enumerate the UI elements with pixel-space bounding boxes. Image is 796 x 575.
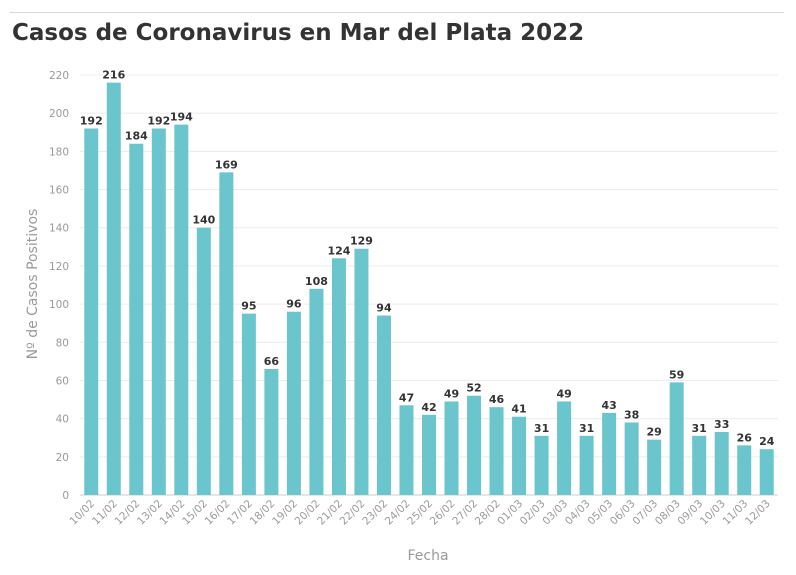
bar: [647, 439, 662, 495]
grid-lines: [80, 74, 778, 496]
x-axis-title: Fecha: [407, 548, 448, 564]
bar: [489, 407, 504, 495]
bar-value-label: 94: [376, 302, 392, 315]
y-tick-label: 40: [56, 414, 69, 426]
x-tick-label: 12/03: [743, 498, 773, 528]
bar-value-label: 194: [170, 111, 193, 124]
bar: [579, 435, 594, 495]
bar-value-label: 192: [80, 114, 103, 127]
y-tick-label: 220: [49, 70, 69, 82]
bar: [467, 395, 482, 495]
bar-value-label: 46: [489, 393, 505, 406]
bar: [151, 128, 166, 496]
top-divider: [10, 12, 784, 13]
bar-value-label: 41: [511, 403, 526, 416]
bar: [376, 315, 391, 495]
bar-value-label: 47: [399, 391, 414, 404]
bar-value-label: 96: [286, 298, 302, 311]
bar-value-label: 31: [579, 422, 594, 435]
y-tick-label: 60: [56, 375, 69, 387]
y-tick-label: 140: [49, 223, 69, 235]
bar: [354, 248, 369, 495]
bar-value-label: 42: [421, 401, 436, 414]
bar-value-label: 38: [624, 408, 639, 421]
bar-value-label: 95: [241, 300, 256, 313]
bar-value-label: 140: [192, 214, 215, 227]
x-tick-labels: 10/0211/0212/0213/0214/0215/0216/0217/02…: [67, 498, 772, 528]
bar: [309, 288, 324, 495]
bar: [129, 143, 144, 495]
bar-value-label: 29: [647, 426, 662, 439]
bar-value-label: 49: [444, 387, 459, 400]
bar-value-label: 31: [534, 422, 549, 435]
bar-value-label: 43: [601, 399, 616, 412]
bar-value-label: 26: [737, 431, 753, 444]
bar-value-label: 52: [466, 382, 481, 395]
y-axis-title: Nº de Casos Positivos: [25, 209, 41, 360]
bar-value-label: 66: [264, 355, 280, 368]
bar: [331, 258, 346, 495]
y-tick-label: 200: [49, 108, 69, 120]
bar: [512, 416, 527, 495]
bar: [444, 401, 459, 495]
bar: [196, 227, 211, 495]
bar-value-label: 216: [102, 69, 125, 82]
bar: [84, 128, 99, 496]
bar: [174, 124, 189, 496]
bar: [286, 311, 301, 495]
y-tick-label: 160: [49, 185, 69, 197]
bar-value-label: 31: [692, 422, 707, 435]
bar-value-label: 124: [327, 244, 350, 257]
bar: [106, 82, 121, 496]
bar: [241, 313, 256, 495]
y-tick-labels: 0 20 40 60 80 100 120 140 160 180 200 220: [49, 70, 69, 502]
y-tick-label: 120: [49, 261, 69, 273]
bar: [399, 405, 414, 495]
y-tick-label: 100: [49, 299, 69, 311]
bar: [602, 412, 617, 495]
bar-value-label: 108: [305, 275, 328, 288]
bar: [534, 435, 549, 495]
bar: [692, 435, 707, 495]
bar: [264, 369, 279, 495]
chart-title: Casos de Coronavirus en Mar del Plata 20…: [12, 20, 585, 46]
bar-value-label: 184: [125, 130, 148, 143]
y-tick-label: 0: [62, 490, 69, 502]
y-tick-label: 20: [56, 452, 69, 464]
y-tick-label: 80: [56, 337, 69, 349]
bar-value-label: 169: [215, 158, 238, 171]
bar: [737, 445, 752, 495]
bar-value-label: 192: [147, 114, 170, 127]
bar-value-label: 129: [350, 235, 373, 248]
bar-value-label: 59: [669, 368, 684, 381]
bar-value-label: 49: [556, 387, 571, 400]
bar: [669, 382, 684, 495]
bar: [557, 401, 572, 495]
y-tick-label: 180: [49, 146, 69, 158]
bar: [624, 422, 639, 495]
bar: [714, 432, 729, 495]
bar-value-label: 33: [714, 418, 729, 431]
bar: [219, 172, 234, 495]
bar: [759, 449, 774, 495]
bars: [84, 82, 774, 496]
bar: [422, 414, 436, 495]
bar-value-label: 24: [759, 435, 775, 448]
